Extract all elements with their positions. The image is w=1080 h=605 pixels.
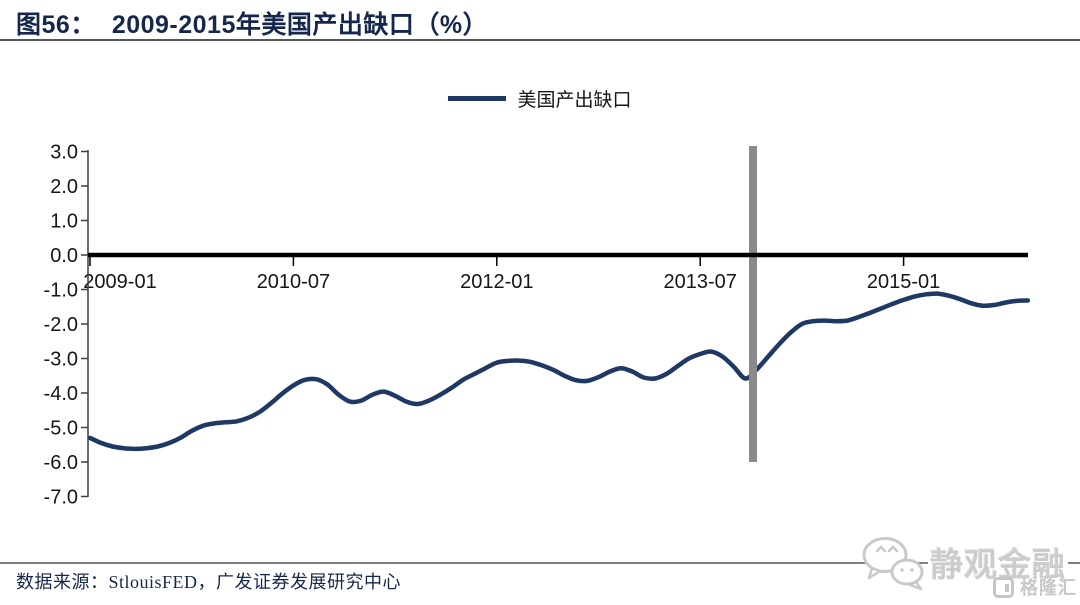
legend-label: 美国产出缺口	[517, 90, 632, 111]
title-divider	[0, 39, 1080, 41]
figure-number: 图56：	[16, 11, 96, 39]
gelonghui-mark-icon	[993, 576, 1014, 598]
y-axis-labels: 3.0 2.0 1.0 0.0 -1.0 -2.0 -3.0 -4.0 -5.0 -6.0 -7.0	[44, 142, 78, 509]
y-tick-label: -3.0	[44, 349, 78, 371]
y-tick-label: -1.0	[44, 280, 78, 302]
footer-divider	[0, 562, 1080, 564]
chart-legend: 美国产出缺口	[0, 85, 1080, 112]
x-tick-label: 2009-01	[83, 271, 156, 293]
legend-line-swatch	[448, 96, 507, 101]
watermark-label: 静观金融	[928, 538, 1068, 586]
figure-header: 图56： 2009-2015年美国产出缺口（%）	[16, 5, 488, 41]
y-tick-label: -5.0	[44, 418, 78, 440]
gelonghui-label: 格隆汇	[1020, 578, 1077, 598]
output-gap-line	[87, 291, 1031, 452]
y-tick-label: 1.0	[50, 211, 78, 233]
data-source: 数据来源：StlouisFED，广发证券发展研究中心	[16, 572, 402, 592]
y-tick-label: -2.0	[44, 314, 78, 336]
x-tick-label: 2015-01	[867, 271, 940, 293]
y-tick-label: -6.0	[44, 452, 78, 474]
x-axis-labels: 2009-01 2010-07 2012-01 2013-07 2015-01	[83, 271, 940, 293]
x-axis-ticks	[89, 257, 905, 266]
x-tick-label: 2012-01	[460, 271, 533, 293]
y-tick-label: 0.0	[50, 245, 78, 267]
vertical-event-bar	[749, 146, 757, 462]
x-tick-label: 2010-07	[257, 271, 330, 293]
watermark: 静观金融	[858, 534, 1068, 590]
wechat-icon	[862, 537, 924, 590]
figure-title: 2009-2015年美国产出缺口（%）	[111, 11, 489, 39]
y-tick-label: 2.0	[50, 176, 78, 198]
y-tick-label: -4.0	[44, 383, 78, 405]
x-tick-label: 2013-07	[663, 271, 736, 293]
y-tick-label: -7.0	[44, 487, 78, 509]
gelonghui-logo: 格隆汇	[993, 574, 1077, 600]
y-axis-ticks	[81, 150, 88, 498]
y-tick-label: 3.0	[50, 142, 78, 164]
